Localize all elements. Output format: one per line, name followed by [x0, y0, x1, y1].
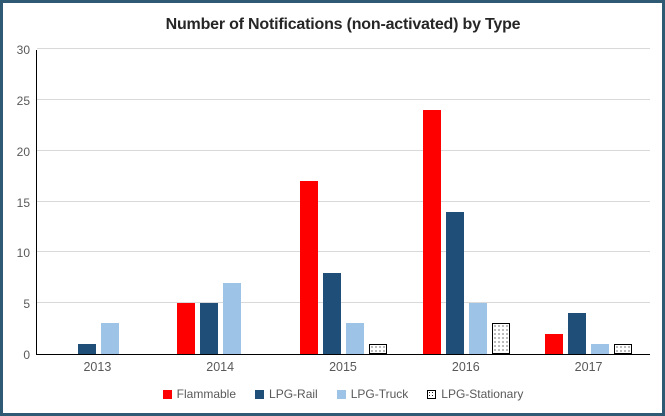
gridline	[37, 98, 650, 100]
bar-flammable-2016	[422, 110, 441, 354]
legend: Flammable LPG-Rail LPG-Truck LPG-Stationary	[36, 387, 650, 401]
gridline	[37, 48, 650, 49]
bar-lpg-rail-2016	[445, 212, 464, 354]
legend-label: LPG-Rail	[269, 387, 318, 401]
bar-lpg-stationary-2015	[368, 344, 387, 354]
bar-flammable-2015	[299, 181, 318, 354]
bar-lpg-rail-2015	[322, 273, 341, 354]
plot-area	[36, 48, 650, 355]
y-tick-label: 30	[16, 43, 30, 57]
x-tick-label: 2016	[451, 360, 480, 374]
legend-marker	[255, 389, 265, 399]
y-axis: 0 5 10 15 20 25 30	[3, 43, 30, 362]
year-group-2013	[37, 50, 160, 354]
legend-marker	[427, 389, 437, 399]
bar-lpg-truck-2017	[591, 344, 610, 354]
y-tick-label: 0	[23, 348, 30, 362]
legend-label: LPG-Truck	[350, 387, 409, 401]
legend-item-lpg-stationary: LPG-Stationary	[427, 387, 523, 401]
x-tick-label: 2017	[574, 360, 603, 374]
x-axis: 2013 2014 2015 2016 2017	[36, 360, 650, 374]
gridline	[37, 251, 650, 253]
legend-marker	[336, 389, 346, 399]
gridline	[37, 149, 650, 151]
bar-lpg-rail-2013	[77, 344, 96, 354]
bar-lpg-truck-2014	[223, 283, 242, 354]
year-group-2016	[405, 50, 528, 354]
y-tick-label: 5	[23, 297, 30, 312]
x-tick-label: 2014	[206, 360, 235, 374]
bar-flammable-2017	[545, 334, 564, 354]
y-tick-label: 15	[16, 195, 30, 210]
bar-lpg-truck-2013	[100, 323, 119, 354]
bar-lpg-stationary-2017	[614, 344, 633, 354]
y-tick-label: 25	[16, 93, 30, 108]
gridline	[37, 302, 650, 304]
legend-item-lpg-truck: LPG-Truck	[336, 387, 409, 401]
bar-groups	[37, 50, 650, 354]
bar-lpg-rail-2017	[568, 313, 587, 354]
bar-flammable-2014	[177, 303, 196, 354]
legend-label: Flammable	[176, 387, 237, 401]
legend-marker	[162, 389, 172, 399]
y-tick-label: 20	[16, 144, 30, 159]
gridline	[37, 200, 650, 202]
year-group-2017	[527, 50, 650, 354]
x-tick-label: 2015	[329, 360, 357, 374]
year-group-2014	[160, 50, 283, 354]
x-tick-label: 2013	[83, 360, 112, 374]
chart-title: Number of Notifications (non-activated) …	[165, 16, 521, 33]
bar-lpg-stationary-2016	[491, 323, 510, 354]
y-tick-label: 10	[16, 246, 30, 261]
bar-lpg-truck-2016	[468, 303, 487, 354]
year-group-2015	[282, 50, 405, 354]
bar-lpg-rail-2014	[200, 303, 219, 354]
legend-item-flammable: Flammable	[162, 387, 237, 401]
bar-lpg-truck-2015	[345, 323, 364, 354]
legend-item-lpg-rail: LPG-Rail	[255, 387, 318, 401]
legend-label: LPG-Stationary	[441, 387, 524, 401]
